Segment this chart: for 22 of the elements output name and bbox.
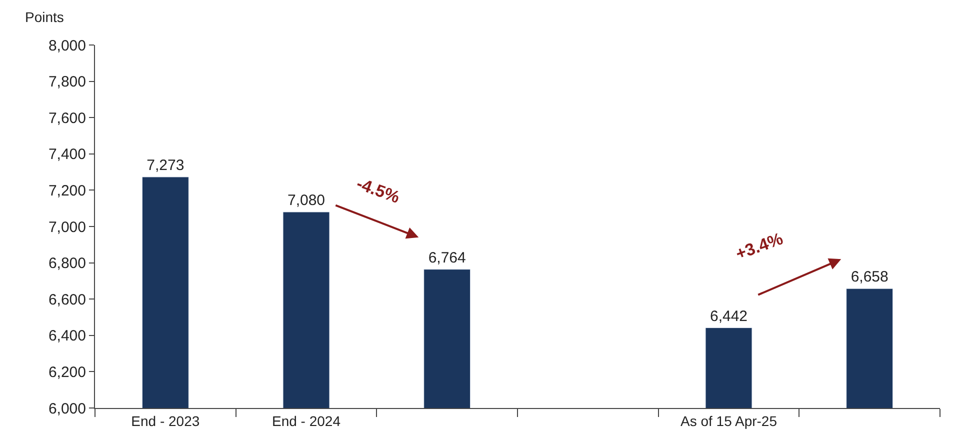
y-tick-label: 7,200	[48, 182, 86, 200]
y-tick-label: 6,200	[48, 364, 86, 381]
data-label: 7,273	[146, 156, 184, 174]
data-label: 6,658	[850, 268, 888, 286]
y-tick-label: 8,000	[48, 37, 86, 54]
y-tick-label: 7,600	[48, 110, 86, 127]
y-tick-label: 6,400	[48, 328, 86, 345]
x-tick-label: As of 15 Apr-25	[680, 412, 778, 429]
data-label: 6,764	[428, 249, 466, 266]
y-tick-label: 7,800	[48, 74, 86, 91]
y-tick-label: 6,800	[48, 255, 86, 272]
y-tick-label: 7,000	[48, 218, 86, 236]
y-tick-label: 6,600	[48, 291, 86, 308]
annotation: -4.5%	[354, 174, 402, 208]
annotation: +3.4%	[733, 229, 786, 264]
data-label: 7,080	[287, 192, 326, 209]
x-tick-label: End - 2023	[131, 412, 200, 429]
y-tick-label: 6,000	[48, 400, 86, 418]
x-tick-label: End - 2024	[272, 412, 341, 429]
y-tick-label: 7,400	[48, 146, 86, 164]
y-axis-title: Points	[25, 9, 64, 25]
data-label: 6,442	[710, 308, 748, 325]
